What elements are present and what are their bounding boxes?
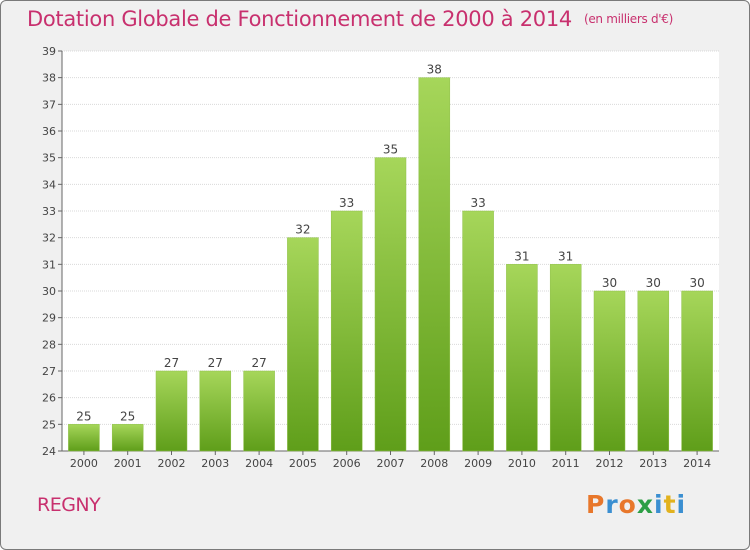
place-name: REGNY — [37, 494, 101, 516]
logo-letter: P — [586, 490, 606, 519]
y-tick-label: 30 — [42, 285, 56, 298]
bar[interactable] — [287, 237, 319, 452]
logo-letter: i — [676, 490, 687, 519]
y-tick-label: 34 — [42, 178, 56, 191]
y-tick-label: 24 — [42, 445, 56, 458]
bar[interactable] — [418, 77, 451, 452]
bar[interactable] — [681, 290, 713, 452]
bar[interactable] — [593, 290, 626, 452]
data-label: 27 — [164, 356, 179, 370]
x-tick-label: 2009 — [464, 457, 492, 470]
logo-letter: i — [654, 490, 664, 519]
logo-letter: r — [605, 490, 619, 519]
data-label: 38 — [427, 63, 442, 77]
data-label: 30 — [602, 276, 617, 290]
y-tick-label: 35 — [42, 152, 56, 165]
y-tick-label: 32 — [42, 232, 56, 245]
x-tick-label: 2006 — [333, 457, 361, 470]
y-tick-label: 31 — [42, 258, 56, 271]
data-label: 27 — [251, 356, 266, 370]
logo-letter: o — [618, 490, 637, 519]
y-tick-label: 33 — [42, 205, 56, 218]
proxiti-logo[interactable]: Proxiti — [586, 490, 686, 519]
y-tick-label: 37 — [42, 98, 56, 111]
y-tick-label: 28 — [42, 338, 56, 351]
bar[interactable] — [637, 290, 670, 452]
bar[interactable] — [330, 210, 363, 452]
chart-subtitle: (en milliers d'€) — [583, 12, 673, 26]
y-tick-label: 26 — [42, 392, 56, 405]
data-label: 33 — [339, 196, 354, 210]
x-tick-label: 2001 — [114, 457, 142, 470]
x-tick-label: 2000 — [70, 457, 98, 470]
x-tick-label: 2004 — [245, 457, 273, 470]
bar[interactable] — [462, 210, 494, 452]
bar[interactable] — [68, 424, 100, 452]
bar[interactable] — [199, 370, 232, 452]
data-label: 33 — [470, 196, 485, 210]
x-tick-label: 2012 — [596, 457, 624, 470]
data-label: 35 — [383, 143, 398, 157]
data-label: 30 — [689, 276, 704, 290]
bar[interactable] — [243, 370, 275, 452]
data-label: 25 — [76, 409, 91, 423]
y-tick-label: 25 — [42, 418, 56, 431]
x-tick-label: 2013 — [639, 457, 667, 470]
bar[interactable] — [549, 264, 582, 452]
data-label: 31 — [514, 249, 529, 263]
data-label: 30 — [646, 276, 661, 290]
chart-title-text: Dotation Globale de Fonctionnement de 20… — [27, 7, 572, 31]
data-label: 31 — [558, 249, 573, 263]
logo-letter: x — [636, 490, 654, 519]
y-tick-label: 38 — [42, 72, 56, 85]
bar[interactable] — [374, 157, 407, 452]
x-tick-label: 2008 — [420, 457, 448, 470]
y-tick-label: 29 — [42, 312, 56, 325]
x-tick-label: 2014 — [683, 457, 711, 470]
data-label: 25 — [120, 409, 135, 423]
x-tick-label: 2007 — [377, 457, 405, 470]
y-tick-label: 27 — [42, 365, 56, 378]
bar[interactable] — [111, 424, 144, 452]
x-tick-label: 2011 — [552, 457, 580, 470]
chart-title: Dotation Globale de Fonctionnement de 20… — [27, 7, 673, 31]
x-tick-label: 2003 — [201, 457, 229, 470]
data-label: 27 — [208, 356, 223, 370]
y-tick-label: 39 — [42, 45, 56, 58]
y-tick-label: 36 — [42, 125, 56, 138]
bar[interactable] — [506, 264, 538, 452]
data-label: 32 — [295, 223, 310, 237]
x-tick-label: 2010 — [508, 457, 536, 470]
logo-letter: t — [663, 490, 677, 519]
bar[interactable] — [155, 370, 188, 452]
x-tick-label: 2005 — [289, 457, 317, 470]
x-tick-label: 2002 — [158, 457, 186, 470]
